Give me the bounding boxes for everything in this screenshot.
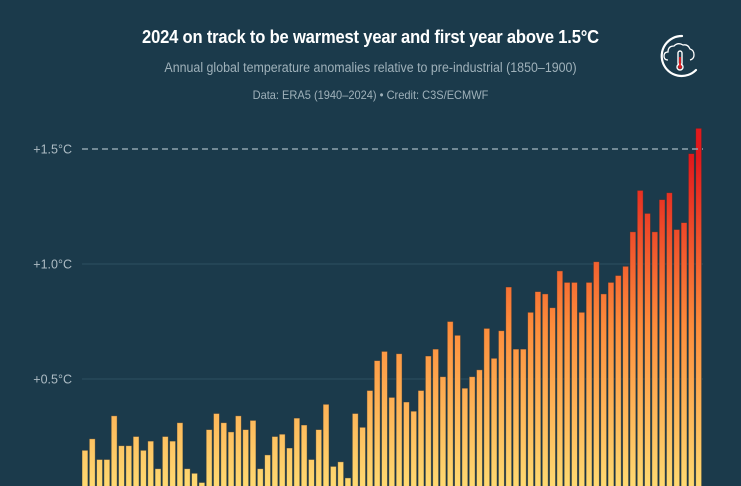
bar-1953: [176, 422, 184, 486]
bar-1956: [198, 482, 206, 486]
bar-1989: [439, 376, 447, 486]
bar-1988: [432, 348, 439, 486]
bar-1948: [140, 449, 147, 486]
bar-1994: [476, 369, 483, 486]
bar-1992: [461, 387, 469, 486]
bar-1940: [81, 449, 89, 486]
bar-1960: [227, 431, 235, 486]
bar-2009: [585, 281, 593, 486]
bar-2014: [622, 265, 629, 486]
bar-1999: [512, 348, 520, 486]
bar-1959: [220, 422, 228, 486]
bar-1971: [308, 459, 315, 486]
y-tick-label: +1.5°C: [33, 143, 72, 157]
bar-1972: [315, 429, 323, 486]
bar-1985: [410, 410, 418, 486]
bar-1966: [271, 436, 279, 486]
bar-1979: [366, 390, 374, 486]
bar-2005: [556, 270, 564, 486]
bar-1973: [322, 403, 330, 486]
bar-1945: [118, 445, 125, 486]
y-tick-label: +0.5°C: [33, 373, 72, 387]
bar-1949: [147, 440, 155, 486]
bar-1965: [264, 454, 271, 486]
bar-1954: [183, 468, 191, 486]
bar-1986: [417, 390, 425, 486]
bar-2000: [519, 348, 527, 486]
bar-1944: [110, 415, 118, 486]
bar-2022: [680, 222, 688, 486]
y-tick-label: +1.0°C: [33, 258, 72, 272]
bar-1958: [213, 413, 220, 486]
bar-1991: [454, 334, 461, 486]
bar-1943: [103, 459, 111, 486]
bar-2017: [644, 212, 651, 486]
bar-2001: [527, 311, 534, 486]
bar-2020: [666, 192, 673, 486]
bar-1975: [337, 461, 345, 486]
bar-1946: [125, 445, 133, 486]
bar-2007: [571, 281, 578, 486]
bar-1974: [329, 465, 337, 486]
bar-2008: [578, 311, 586, 486]
bar-1978: [359, 426, 366, 486]
bar-1987: [424, 355, 432, 486]
bar-1980: [373, 360, 381, 486]
bar-1993: [468, 376, 476, 486]
bar-1941: [88, 438, 96, 486]
bar-1996: [490, 357, 498, 486]
bar-1998: [505, 286, 513, 486]
bar-1977: [351, 413, 359, 486]
bar-2019: [658, 199, 666, 486]
bar-1952: [169, 440, 176, 486]
bar-2003: [541, 293, 549, 486]
bar-1990: [446, 321, 454, 486]
bar-1997: [498, 330, 505, 486]
bar-1984: [403, 401, 410, 486]
bar-2023: [687, 153, 695, 486]
bar-1967: [278, 433, 286, 486]
data-credit: Data: ERA5 (1940–2024) • Credit: C3S/ECM…: [252, 88, 489, 102]
bar-2024: [695, 127, 703, 486]
bar-1961: [235, 415, 242, 486]
bar-1976: [344, 477, 352, 486]
bar-1955: [191, 472, 198, 486]
bar-1981: [381, 350, 388, 486]
cloud-thermometer-icon: [652, 30, 702, 80]
bar-2015: [629, 231, 637, 486]
chart-title: 2024 on track to be warmest year and fir…: [142, 27, 599, 47]
bar-1968: [286, 447, 293, 486]
bar-1947: [132, 436, 140, 486]
bar-2013: [614, 275, 622, 486]
bar-1970: [300, 424, 308, 486]
bar-2018: [651, 231, 659, 486]
bar-2012: [607, 281, 615, 486]
chart-subtitle: Annual global temperature anomalies rela…: [164, 60, 577, 75]
bar-1983: [395, 353, 403, 486]
bar-2004: [549, 307, 556, 486]
bar-1995: [483, 327, 491, 486]
bar-2002: [534, 291, 542, 486]
bar-2006: [563, 281, 571, 486]
bar-1951: [161, 436, 169, 486]
bar-2011: [600, 293, 608, 486]
bar-1957: [205, 429, 213, 486]
bar-1963: [249, 419, 257, 486]
bar-1982: [388, 396, 396, 486]
bar-1969: [293, 417, 301, 486]
bar-1950: [154, 468, 162, 486]
bar-1964: [256, 468, 264, 486]
bar-2021: [673, 229, 681, 486]
bar-1962: [242, 429, 250, 486]
bar-2010: [593, 261, 600, 486]
bar-2016: [636, 189, 644, 486]
bar-1942: [96, 459, 103, 486]
